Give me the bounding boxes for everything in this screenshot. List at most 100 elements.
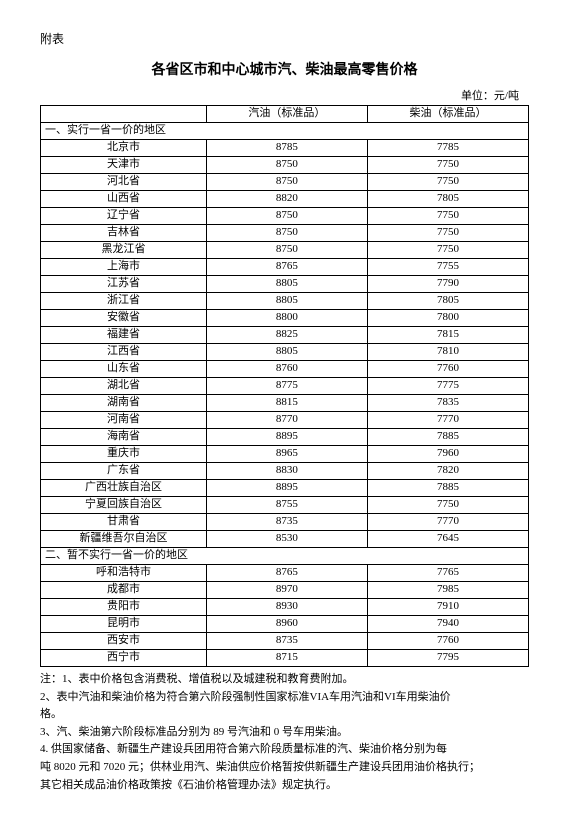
cell-diesel: 7835	[367, 395, 528, 412]
header-blank	[41, 106, 207, 123]
cell-region: 山东省	[41, 361, 207, 378]
header-gasoline: 汽油（标准品）	[206, 106, 367, 123]
cell-diesel: 7760	[367, 633, 528, 650]
cell-gasoline: 8805	[206, 293, 367, 310]
cell-diesel: 7800	[367, 310, 528, 327]
table-row: 上海市87657755	[41, 259, 529, 276]
cell-gasoline: 8755	[206, 497, 367, 514]
cell-diesel: 7750	[367, 174, 528, 191]
cell-region: 黑龙江省	[41, 242, 207, 259]
cell-region: 北京市	[41, 140, 207, 157]
table-row: 辽宁省87507750	[41, 208, 529, 225]
cell-gasoline: 8785	[206, 140, 367, 157]
cell-gasoline: 8750	[206, 242, 367, 259]
section-header: 一、实行一省一价的地区	[41, 123, 529, 140]
cell-gasoline: 8750	[206, 157, 367, 174]
cell-gasoline: 8750	[206, 174, 367, 191]
cell-region: 江西省	[41, 344, 207, 361]
table-row: 吉林省87507750	[41, 225, 529, 242]
cell-diesel: 7960	[367, 446, 528, 463]
cell-gasoline: 8760	[206, 361, 367, 378]
cell-gasoline: 8735	[206, 633, 367, 650]
cell-region: 昆明市	[41, 616, 207, 633]
table-row: 贵阳市89307910	[41, 599, 529, 616]
cell-gasoline: 8765	[206, 565, 367, 582]
cell-gasoline: 8830	[206, 463, 367, 480]
table-row: 甘肃省87357770	[41, 514, 529, 531]
cell-region: 安徽省	[41, 310, 207, 327]
table-row: 广西壮族自治区88957885	[41, 480, 529, 497]
cell-diesel: 7940	[367, 616, 528, 633]
unit-label: 单位：元/吨	[40, 87, 529, 103]
section-header: 二、暂不实行一省一价的地区	[41, 548, 529, 565]
cell-diesel: 7750	[367, 157, 528, 174]
table-row: 河北省87507750	[41, 174, 529, 191]
cell-region: 成都市	[41, 582, 207, 599]
cell-diesel: 7755	[367, 259, 528, 276]
table-row: 北京市87857785	[41, 140, 529, 157]
notes-section: 注：1、表中价格包含消费税、增值税以及城建税和教育费附加。 2、表中汽油和柴油价…	[40, 671, 529, 794]
cell-diesel: 7885	[367, 429, 528, 446]
table-row: 成都市89707985	[41, 582, 529, 599]
table-row: 宁夏回族自治区87557750	[41, 497, 529, 514]
note-2a: 2、表中汽油和柴油价格为符合第六阶段强制性国家标准VIA车用汽油和VI车用柴油价	[40, 689, 529, 707]
cell-diesel: 7645	[367, 531, 528, 548]
table-header: 汽油（标准品） 柴油（标准品）	[41, 106, 529, 123]
table-row: 天津市87507750	[41, 157, 529, 174]
cell-diesel: 7750	[367, 208, 528, 225]
cell-region: 海南省	[41, 429, 207, 446]
price-table: 汽油（标准品） 柴油（标准品） 一、实行一省一价的地区北京市87857785天津…	[40, 105, 529, 667]
note-4b: 吨 8020 元和 7020 元；供林业用汽、柴油供应价格暂按供新疆生产建设兵团…	[40, 759, 529, 777]
cell-region: 广东省	[41, 463, 207, 480]
cell-region: 浙江省	[41, 293, 207, 310]
cell-gasoline: 8765	[206, 259, 367, 276]
cell-diesel: 7770	[367, 514, 528, 531]
cell-diesel: 7885	[367, 480, 528, 497]
cell-diesel: 7815	[367, 327, 528, 344]
table-row: 江苏省88057790	[41, 276, 529, 293]
table-row: 昆明市89607940	[41, 616, 529, 633]
table-row: 黑龙江省87507750	[41, 242, 529, 259]
cell-region: 河北省	[41, 174, 207, 191]
cell-diesel: 7750	[367, 225, 528, 242]
note-3: 3、汽、柴油第六阶段标准品分别为 89 号汽油和 0 号车用柴油。	[40, 724, 529, 742]
cell-gasoline: 8805	[206, 344, 367, 361]
cell-gasoline: 8805	[206, 276, 367, 293]
cell-region: 江苏省	[41, 276, 207, 293]
cell-region: 辽宁省	[41, 208, 207, 225]
cell-gasoline: 8750	[206, 225, 367, 242]
cell-region: 新疆维吾尔自治区	[41, 531, 207, 548]
table-body: 一、实行一省一价的地区北京市87857785天津市87507750河北省8750…	[41, 123, 529, 667]
cell-region: 吉林省	[41, 225, 207, 242]
table-row: 新疆维吾尔自治区85307645	[41, 531, 529, 548]
table-row: 西安市87357760	[41, 633, 529, 650]
cell-diesel: 7775	[367, 378, 528, 395]
appendix-label: 附表	[40, 30, 529, 47]
cell-region: 福建省	[41, 327, 207, 344]
cell-region: 西安市	[41, 633, 207, 650]
cell-gasoline: 8895	[206, 480, 367, 497]
cell-region: 山西省	[41, 191, 207, 208]
table-row: 福建省88257815	[41, 327, 529, 344]
cell-diesel: 7770	[367, 412, 528, 429]
cell-region: 天津市	[41, 157, 207, 174]
page-title: 各省区市和中心城市汽、柴油最高零售价格	[40, 59, 529, 79]
table-row: 河南省87707770	[41, 412, 529, 429]
note-1: 注：1、表中价格包含消费税、增值税以及城建税和教育费附加。	[40, 671, 529, 689]
cell-region: 广西壮族自治区	[41, 480, 207, 497]
cell-region: 呼和浩特市	[41, 565, 207, 582]
table-row: 山西省88207805	[41, 191, 529, 208]
table-row: 安徽省88007800	[41, 310, 529, 327]
note-4a: 4. 供国家储备、新疆生产建设兵团用符合第六阶段质量标准的汽、柴油价格分别为每	[40, 741, 529, 759]
cell-region: 湖南省	[41, 395, 207, 412]
cell-diesel: 7985	[367, 582, 528, 599]
cell-diesel: 7795	[367, 650, 528, 667]
table-row: 呼和浩特市87657765	[41, 565, 529, 582]
table-row: 山东省87607760	[41, 361, 529, 378]
cell-region: 甘肃省	[41, 514, 207, 531]
note-4c: 其它相关成品油价格政策按《石油价格管理办法》规定执行。	[40, 777, 529, 795]
cell-region: 西宁市	[41, 650, 207, 667]
cell-diesel: 7805	[367, 293, 528, 310]
table-row: 海南省88957885	[41, 429, 529, 446]
cell-region: 河南省	[41, 412, 207, 429]
